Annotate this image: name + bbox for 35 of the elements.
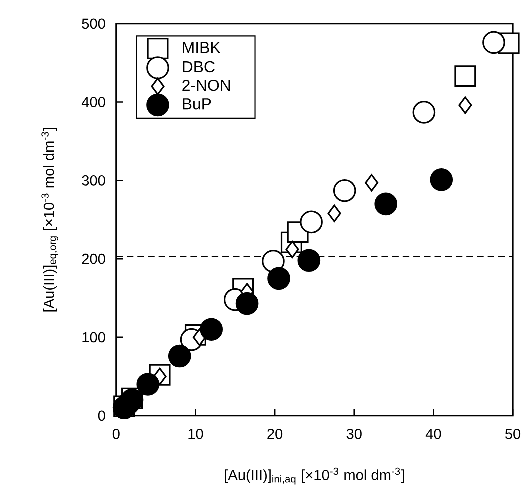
legend-label: DBC [183, 61, 215, 72]
point [236, 292, 259, 315]
point [333, 179, 356, 202]
point [200, 318, 223, 341]
x-axis-title: [Au(III)]$_{ini,aq}$ [×10$^{-3}$ mol dm$^{-3}$] [225, 468, 404, 485]
point [430, 168, 454, 192]
x-tick-label: 20 [268, 428, 283, 440]
point [262, 250, 285, 273]
y-tick-label: 200 [82, 254, 106, 264]
x-tick-label: 30 [346, 428, 362, 440]
x-tick-label: 0 [112, 428, 120, 440]
point [286, 240, 300, 258]
x-tick-label: 40 [426, 428, 442, 440]
y-tick-label: 300 [82, 175, 106, 186]
legend-label: BuP [183, 98, 212, 110]
y-tick-label: 100 [82, 332, 106, 342]
y-tick-label: 0 [98, 410, 106, 421]
point [374, 192, 398, 216]
point [458, 96, 472, 114]
y-tick-label: 400 [82, 96, 106, 108]
point [328, 204, 342, 222]
point [168, 344, 192, 368]
point [298, 249, 321, 272]
x-tick-label: 10 [188, 428, 204, 440]
legend-label: 2-NON [182, 80, 230, 91]
point [300, 210, 323, 234]
x-tick-label: 50 [505, 428, 521, 440]
point [365, 174, 379, 192]
point [454, 65, 476, 87]
point [136, 372, 160, 396]
point [412, 100, 436, 124]
point [268, 267, 290, 290]
legend-label: MIBK [183, 42, 221, 53]
y-tick-label: 500 [82, 18, 106, 29]
y-axis-title: [Au(III)]$_{eq,org}$ [×10$^{-3}$ mol dm$^{-3}$] [42, 128, 58, 312]
